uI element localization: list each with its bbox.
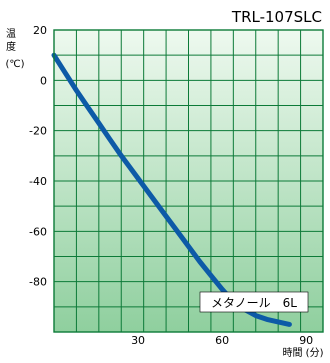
series-line [51, 52, 292, 327]
plot-frame [53, 29, 324, 333]
y-tick-label: 20 [33, 24, 47, 37]
y-axis-label-char-1: 温 [6, 28, 16, 40]
y-tick-label: -40 [29, 175, 47, 188]
chart-title: TRL-107SLC [231, 8, 322, 26]
y-tick-labels: 20 0 -20 -40 -60 -80 [29, 24, 47, 289]
x-tick-label: 90 [299, 334, 313, 347]
legend-label: メタノール 6L [211, 296, 297, 310]
y-tick-label: 0 [40, 74, 47, 87]
y-tick-label: -80 [29, 276, 47, 289]
series-group [51, 52, 292, 327]
x-tick-label: 60 [215, 334, 229, 347]
legend-box [199, 291, 309, 313]
grid [54, 30, 323, 332]
x-tick-label: 30 [131, 334, 145, 347]
y-tick-label: -60 [29, 225, 47, 238]
x-axis-label: 時間 (分) [283, 347, 324, 359]
y-tick-label: -20 [29, 125, 47, 138]
y-axis-label-char-2: 度 [6, 40, 16, 53]
x-tick-labels: 30 60 90 [131, 334, 313, 347]
y-axis-unit: (℃) [5, 59, 24, 70]
